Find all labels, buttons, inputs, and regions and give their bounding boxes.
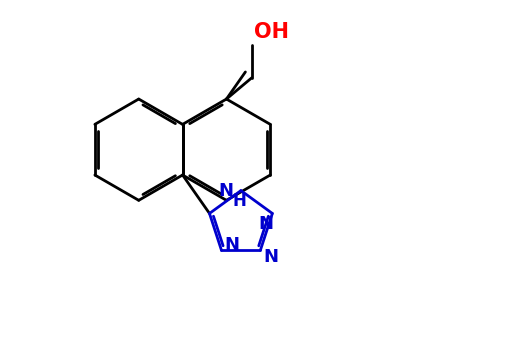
Text: N: N — [263, 248, 278, 266]
Text: N: N — [219, 182, 233, 200]
Text: N: N — [259, 214, 273, 233]
Text: H: H — [232, 192, 246, 210]
Text: N: N — [224, 236, 239, 254]
Text: OH: OH — [254, 22, 289, 42]
